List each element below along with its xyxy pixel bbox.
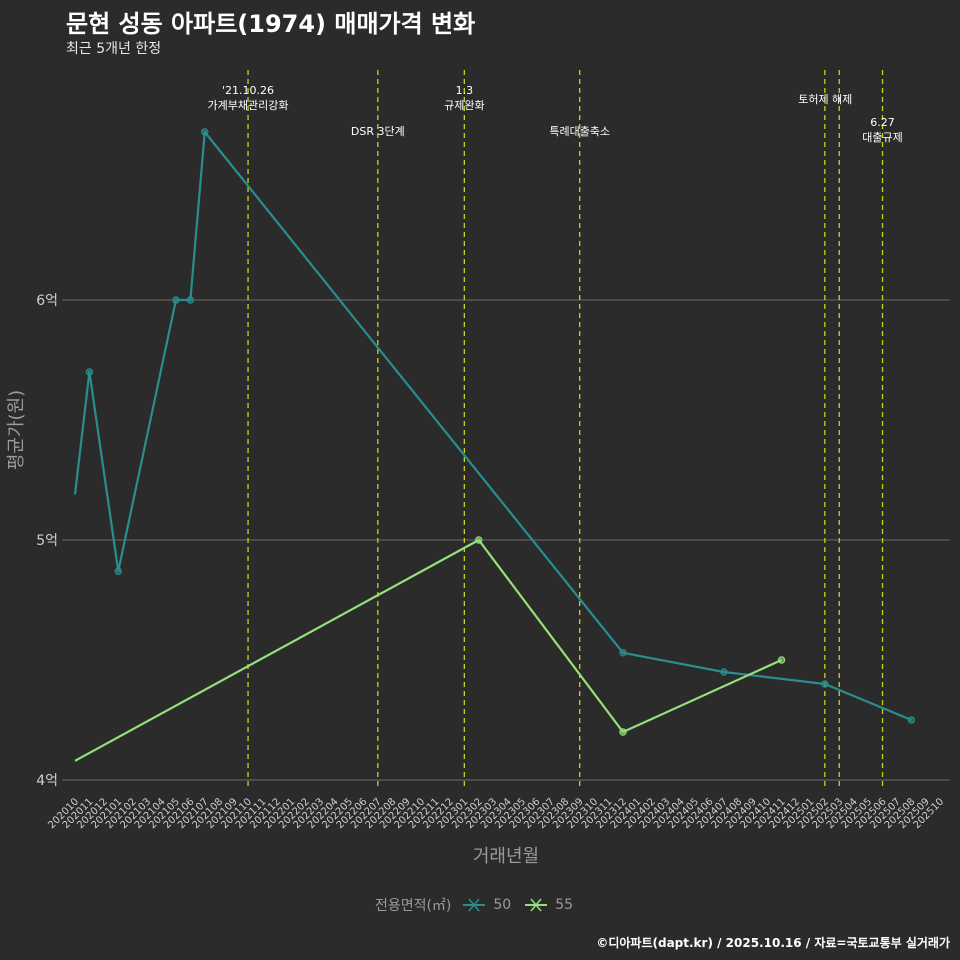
legend-item-50: 50 — [461, 895, 511, 915]
series-point-55 — [777, 656, 786, 664]
event-label: 6.27 — [870, 116, 895, 129]
series-line-55 — [74, 538, 783, 762]
event-label: 특례대출축소 — [549, 125, 610, 138]
series-point-50 — [720, 668, 728, 676]
series-point-50 — [114, 567, 122, 575]
event-label: 대출규제 — [862, 131, 902, 144]
caption: ©디아파트(dapt.kr) / 2025.10.16 / 자료=국토교통부 실… — [596, 936, 950, 950]
series-point-50 — [201, 128, 209, 136]
series-point-55 — [619, 728, 627, 736]
legend-key-55-icon — [525, 898, 548, 912]
series-point-50 — [821, 680, 829, 688]
y-axis-title: 평균가(원) — [6, 390, 27, 470]
chart-title: 문현 성동 아파트(1974) 매매가격 변화 — [66, 10, 476, 38]
legend-label-50: 50 — [493, 897, 512, 913]
y-tick-label: 6억 — [36, 293, 58, 309]
series-line-50 — [73, 130, 912, 722]
series-point-50 — [186, 296, 195, 304]
y-tick-label: 5억 — [36, 533, 58, 549]
series-point-50 — [907, 716, 916, 724]
event-label: 1.3 — [456, 84, 474, 97]
event-label: DSR 3단계 — [351, 125, 405, 138]
series-point-50 — [172, 296, 180, 304]
event-label: 규제완화 — [444, 99, 484, 112]
legend-item-55: 55 — [523, 895, 573, 915]
series-point-50 — [85, 368, 94, 376]
series-point-55 — [475, 536, 483, 544]
series-point-50 — [619, 649, 627, 657]
legend-key-50-icon — [463, 898, 486, 912]
event-label: 가계부채관리강화 — [208, 99, 289, 112]
legend: 전용면적(㎡) 50 55 — [0, 895, 960, 915]
y-tick-label: 4억 — [36, 773, 58, 789]
event-label: 토허제 해제 — [798, 92, 852, 106]
legend-label-55: 55 — [555, 897, 574, 913]
event-label: '21.10.26 — [222, 84, 274, 97]
x-axis-title: 거래년월 — [473, 846, 539, 867]
legend-title: 전용면적(㎡) — [374, 898, 452, 914]
chart-subtitle: 최근 5개년 한정 — [66, 41, 162, 57]
